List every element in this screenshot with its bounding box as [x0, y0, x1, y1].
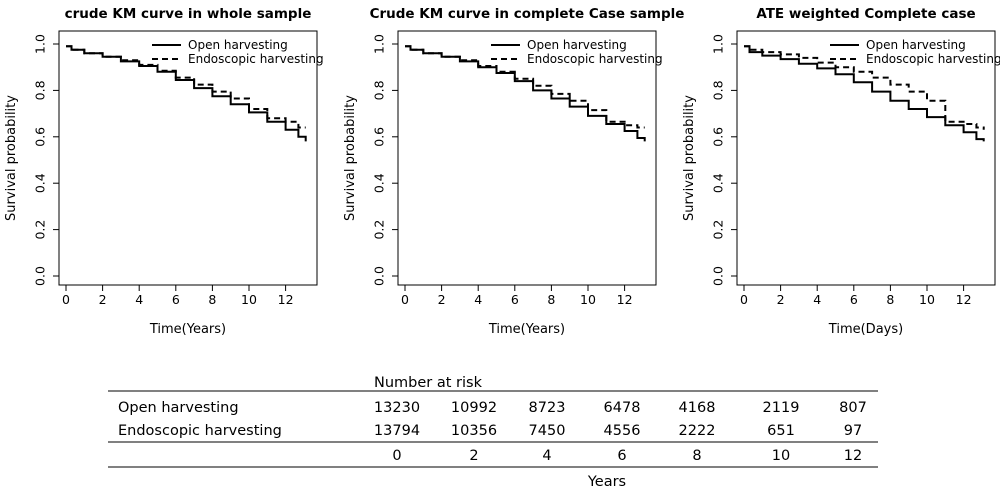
survival-curve-open	[744, 45, 985, 142]
y-tick-label: 0.6	[32, 127, 47, 147]
risk-table-xlabel: Years	[587, 474, 626, 490]
x-tick-label: 0	[62, 292, 70, 307]
x-tick-label: 6	[172, 292, 180, 307]
x-tick-label: 8	[547, 292, 555, 307]
risk-cell: 8723	[529, 400, 566, 416]
km-panel-1: crude KM curve in whole sample 0 2 4 6 8 10 12 T…	[4, 6, 324, 337]
x-tick-label: 0	[401, 292, 409, 307]
y-tick-label: 1.0	[710, 34, 725, 54]
survival-curve-endoscopic	[744, 45, 985, 130]
risk-cell: 651	[767, 423, 795, 439]
risk-cell: 13230	[374, 400, 420, 416]
risk-cell: 2222	[679, 423, 716, 439]
x-axis-label: Time(Years)	[488, 322, 565, 337]
y-tick-label: 0.6	[710, 127, 725, 147]
y-tick-label: 0.0	[371, 266, 386, 286]
risk-time-label: 2	[469, 448, 478, 464]
risk-table: Number at risk Open harvesting Endoscopi…	[108, 375, 878, 490]
risk-cell: 6478	[604, 400, 641, 416]
y-tick-label: 0.2	[32, 220, 47, 240]
risk-cell: 13794	[374, 423, 420, 439]
plot-frame	[58, 30, 318, 286]
x-tick-label: 8	[886, 292, 894, 307]
x-tick-label: 6	[850, 292, 858, 307]
km-panel-2: Crude KM curve in complete Case sample 0 2…	[343, 6, 684, 337]
risk-time-label: 12	[844, 448, 862, 464]
legend-label-endoscopic: Endoscopic harvesting	[866, 52, 1000, 66]
risk-time-label: 10	[772, 448, 790, 464]
y-tick-label: 0.8	[32, 80, 47, 100]
y-tick-label: 0.4	[371, 173, 386, 193]
legend-label-open: Open harvesting	[527, 38, 627, 52]
risk-cell: 2119	[763, 400, 800, 416]
y-axis-label: Survival probability	[682, 95, 697, 221]
x-tick-label: 6	[511, 292, 519, 307]
km-panels: crude KM curve in whole sample 0 2 4 6 8 10 12 T…	[4, 6, 1000, 337]
survival-curve-endoscopic	[405, 45, 645, 129]
y-axis-label: Survival probability	[4, 95, 19, 221]
x-tick-label: 2	[99, 292, 107, 307]
risk-table-title: Number at risk	[374, 375, 483, 391]
risk-time-label: 4	[542, 448, 551, 464]
risk-time-label: 0	[392, 448, 401, 464]
legend-label-endoscopic: Endoscopic harvesting	[527, 52, 663, 66]
y-axis-label: Survival probability	[343, 95, 358, 221]
x-tick-label: 4	[135, 292, 143, 307]
x-axis-label: Time(Years)	[149, 322, 226, 337]
legend-label-open: Open harvesting	[188, 38, 288, 52]
risk-cell: 10992	[451, 400, 497, 416]
risk-cell: 4556	[604, 423, 641, 439]
risk-time-label: 8	[692, 448, 701, 464]
y-tick-label: 0.0	[710, 266, 725, 286]
chart-title: crude KM curve in whole sample	[65, 6, 312, 22]
y-tick-label: 0.6	[371, 127, 386, 147]
y-tick-label: 0.2	[371, 220, 386, 240]
survival-curve-endoscopic	[66, 45, 306, 129]
risk-cell: 10356	[451, 423, 497, 439]
plot-frame	[736, 30, 996, 286]
y-tick-label: 0.0	[32, 266, 47, 286]
legend-label-endoscopic: Endoscopic harvesting	[188, 52, 324, 66]
y-tick-label: 0.4	[32, 173, 47, 193]
y-tick-label: 0.8	[371, 80, 386, 100]
plot-frame	[397, 30, 657, 286]
risk-cell: 807	[839, 400, 867, 416]
x-tick-label: 2	[777, 292, 785, 307]
x-tick-label: 8	[208, 292, 216, 307]
x-tick-label: 2	[438, 292, 446, 307]
x-tick-label: 0	[740, 292, 748, 307]
risk-row-label-open: Open harvesting	[118, 400, 239, 416]
x-tick-label: 10	[580, 292, 596, 307]
x-axis-label: Time(Days)	[828, 322, 903, 337]
x-tick-label: 12	[278, 292, 294, 307]
y-tick-label: 1.0	[32, 34, 47, 54]
risk-cell: 4168	[679, 400, 716, 416]
y-tick-label: 0.4	[710, 173, 725, 193]
y-tick-label: 0.8	[710, 80, 725, 100]
x-tick-label: 10	[241, 292, 257, 307]
risk-cell: 7450	[529, 423, 566, 439]
x-tick-label: 12	[956, 292, 972, 307]
km-panel-3: ATE weighted Complete case 0 2 4 6 8 10 12 Time(…	[682, 6, 1000, 337]
x-tick-label: 4	[474, 292, 482, 307]
y-tick-label: 0.2	[710, 220, 725, 240]
chart-title: ATE weighted Complete case	[756, 6, 975, 22]
y-tick-label: 1.0	[371, 34, 386, 54]
risk-row-label-endoscopic: Endoscopic harvesting	[118, 423, 282, 439]
chart-title: Crude KM curve in complete Case sample	[370, 6, 685, 22]
risk-cell: 97	[844, 423, 862, 439]
x-tick-label: 4	[813, 292, 821, 307]
risk-time-label: 6	[617, 448, 626, 464]
x-tick-label: 10	[919, 292, 935, 307]
legend-label-open: Open harvesting	[866, 38, 966, 52]
x-tick-label: 12	[617, 292, 633, 307]
risk-table-cells: 13230 10992 8723 6478 4168 2119 807 13794 10356 7…	[374, 400, 867, 464]
